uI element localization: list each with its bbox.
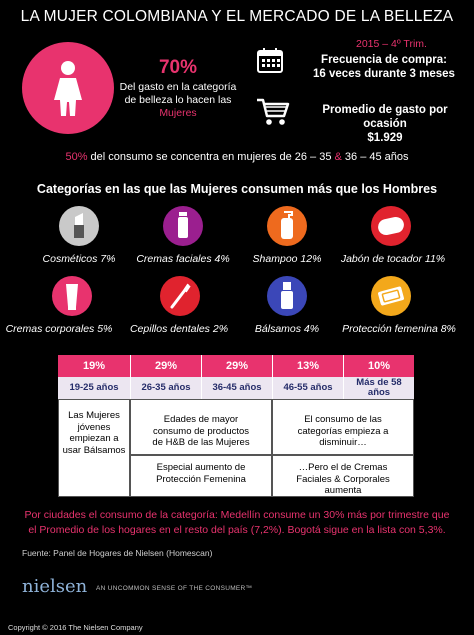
hero-desc-line: Del gasto en la categoría [119, 81, 237, 93]
consumo-range: 36 – 45 años [344, 151, 409, 163]
purchase-frequency: Frecuencia de compra: 16 veces durante 3… [304, 53, 464, 81]
age-range: 19-25 años [69, 382, 119, 393]
toothbrush-icon [160, 276, 200, 316]
copyright: Copyright © 2016 The Nielsen Company [8, 623, 143, 632]
category-label: Cremas corporales 5% [5, 323, 113, 335]
source-note: Fuente: Panel de Hogares de Nielsen (Hom… [22, 548, 213, 558]
woman-circle [22, 42, 114, 134]
hero-percent: 70% [158, 57, 198, 78]
age-percent: 10% [343, 355, 414, 377]
woman-icon [54, 61, 82, 116]
period-label: 2015 – 4º Trim. [356, 38, 427, 50]
body-cream-icon [52, 276, 92, 316]
nielsen-logo: nielsen [22, 576, 88, 597]
mid-age-note: Edades de mayor consumo de productos de … [130, 399, 272, 455]
category-label: Shampoo 12% [252, 253, 322, 265]
category-label: Protección femenina 8% [342, 323, 456, 335]
frequency-value: 16 veces durante 3 meses [313, 68, 455, 80]
age-percent: 19% [82, 360, 106, 372]
category-label: Cosméticos 7% [42, 253, 116, 265]
lipstick-icon [59, 206, 99, 246]
categories-subtitle: Categorías en las que las Mujeres consum… [36, 182, 438, 196]
calendar-icon [256, 46, 284, 79]
young-note: Las Mujeres jóvenes empiezan a usar Báls… [58, 399, 130, 497]
consumption-concentration: 50% del consumo se concentra en mujeres … [0, 151, 474, 163]
pad-icon [371, 276, 411, 316]
age-percent: 29% [201, 355, 272, 377]
consumo-percent: 50% [65, 151, 88, 163]
category-label: Cepillos dentales 2% [129, 323, 229, 335]
consumo-ampersand: & [331, 151, 345, 163]
age-range: Más de 58 años [343, 377, 414, 399]
frequency-label: Frecuencia de compra: [321, 54, 447, 66]
consumo-text: del consumo se concentra en mujeres de [87, 151, 295, 163]
older-age-note: El consumo de las categorías empieza a d… [272, 399, 414, 455]
hero-desc-line: de belleza lo hacen las [124, 94, 232, 106]
page-title: LA MUJER COLOMBIANA Y EL MERCADO DE LA B… [20, 8, 454, 25]
soap-icon [371, 206, 411, 246]
hero-description: Del gasto en la categoría de belleza lo … [112, 81, 244, 120]
hero-desc-highlight: Mujeres [159, 107, 197, 119]
balm-icon [267, 276, 307, 316]
category-label: Bálsamos 4% [254, 323, 320, 335]
city-note: Por ciudades el consumo de la categoría:… [14, 508, 460, 538]
avg-spend-value: $1.929 [367, 132, 403, 144]
age-range: 36-45 años [201, 377, 272, 399]
consumo-range: 26 – 35 [294, 151, 332, 163]
city-note-line: el Promedio de los hogares en el resto d… [28, 524, 446, 536]
cream-tube-icon [163, 206, 203, 246]
age-range-row: 19-25 años 26-35 años 36-45 años 46-55 a… [58, 377, 414, 399]
average-spend: Promedio de gasto por ocasión $1.929 [302, 103, 468, 145]
avg-spend-label: Promedio de gasto por ocasión [322, 104, 448, 130]
age-percent-row: 19% 29% 29% 13% 10% [58, 355, 414, 377]
age-percent: 13% [272, 355, 343, 377]
category-label: Cremas faciales 4% [136, 253, 230, 265]
age-percent: 29% [130, 355, 201, 377]
category-label: Jabón de tocador 11% [340, 253, 446, 265]
older-age-note: …Pero el de Cremas Faciales & Corporales… [272, 455, 414, 497]
age-notes-table: Las Mujeres jóvenes empiezan a usar Báls… [58, 399, 414, 497]
city-note-line: Por ciudades el consumo de la categoría:… [24, 509, 450, 521]
age-range: 26-35 años [130, 377, 201, 399]
mid-age-note: Especial aumento de Protección Femenina [130, 455, 272, 497]
shopping-cart-icon [256, 97, 290, 132]
tagline: AN UNCOMMON SENSE OF THE CONSUMER™ [96, 585, 253, 592]
age-range: 46-55 años [272, 377, 343, 399]
shampoo-icon [267, 206, 307, 246]
